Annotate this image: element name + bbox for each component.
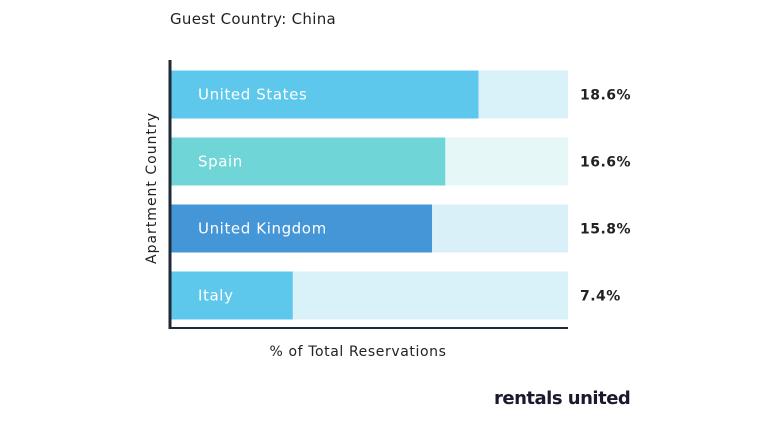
rentals-united-logo: rentals united	[494, 388, 631, 409]
category-label-spain: Spain	[198, 153, 243, 171]
value-label-spain: 16.6%	[580, 155, 631, 171]
bar-italy	[170, 271, 293, 320]
bar-spain	[170, 137, 446, 186]
value-label-italy: 7.4%	[580, 289, 621, 305]
x-axis-label: % of Total Reservations	[269, 344, 447, 360]
category-label-united-states: United States	[198, 86, 307, 104]
bar-united-states	[170, 70, 479, 119]
category-label-united-kingdom: United Kingdom	[198, 220, 327, 238]
value-label-united-kingdom: 15.8%	[580, 222, 631, 238]
bar-united-kingdom	[170, 204, 433, 253]
chart-title: Guest Country: China	[170, 10, 336, 28]
category-label-italy: Italy	[198, 287, 234, 305]
value-label-united-states: 18.6%	[580, 88, 631, 104]
